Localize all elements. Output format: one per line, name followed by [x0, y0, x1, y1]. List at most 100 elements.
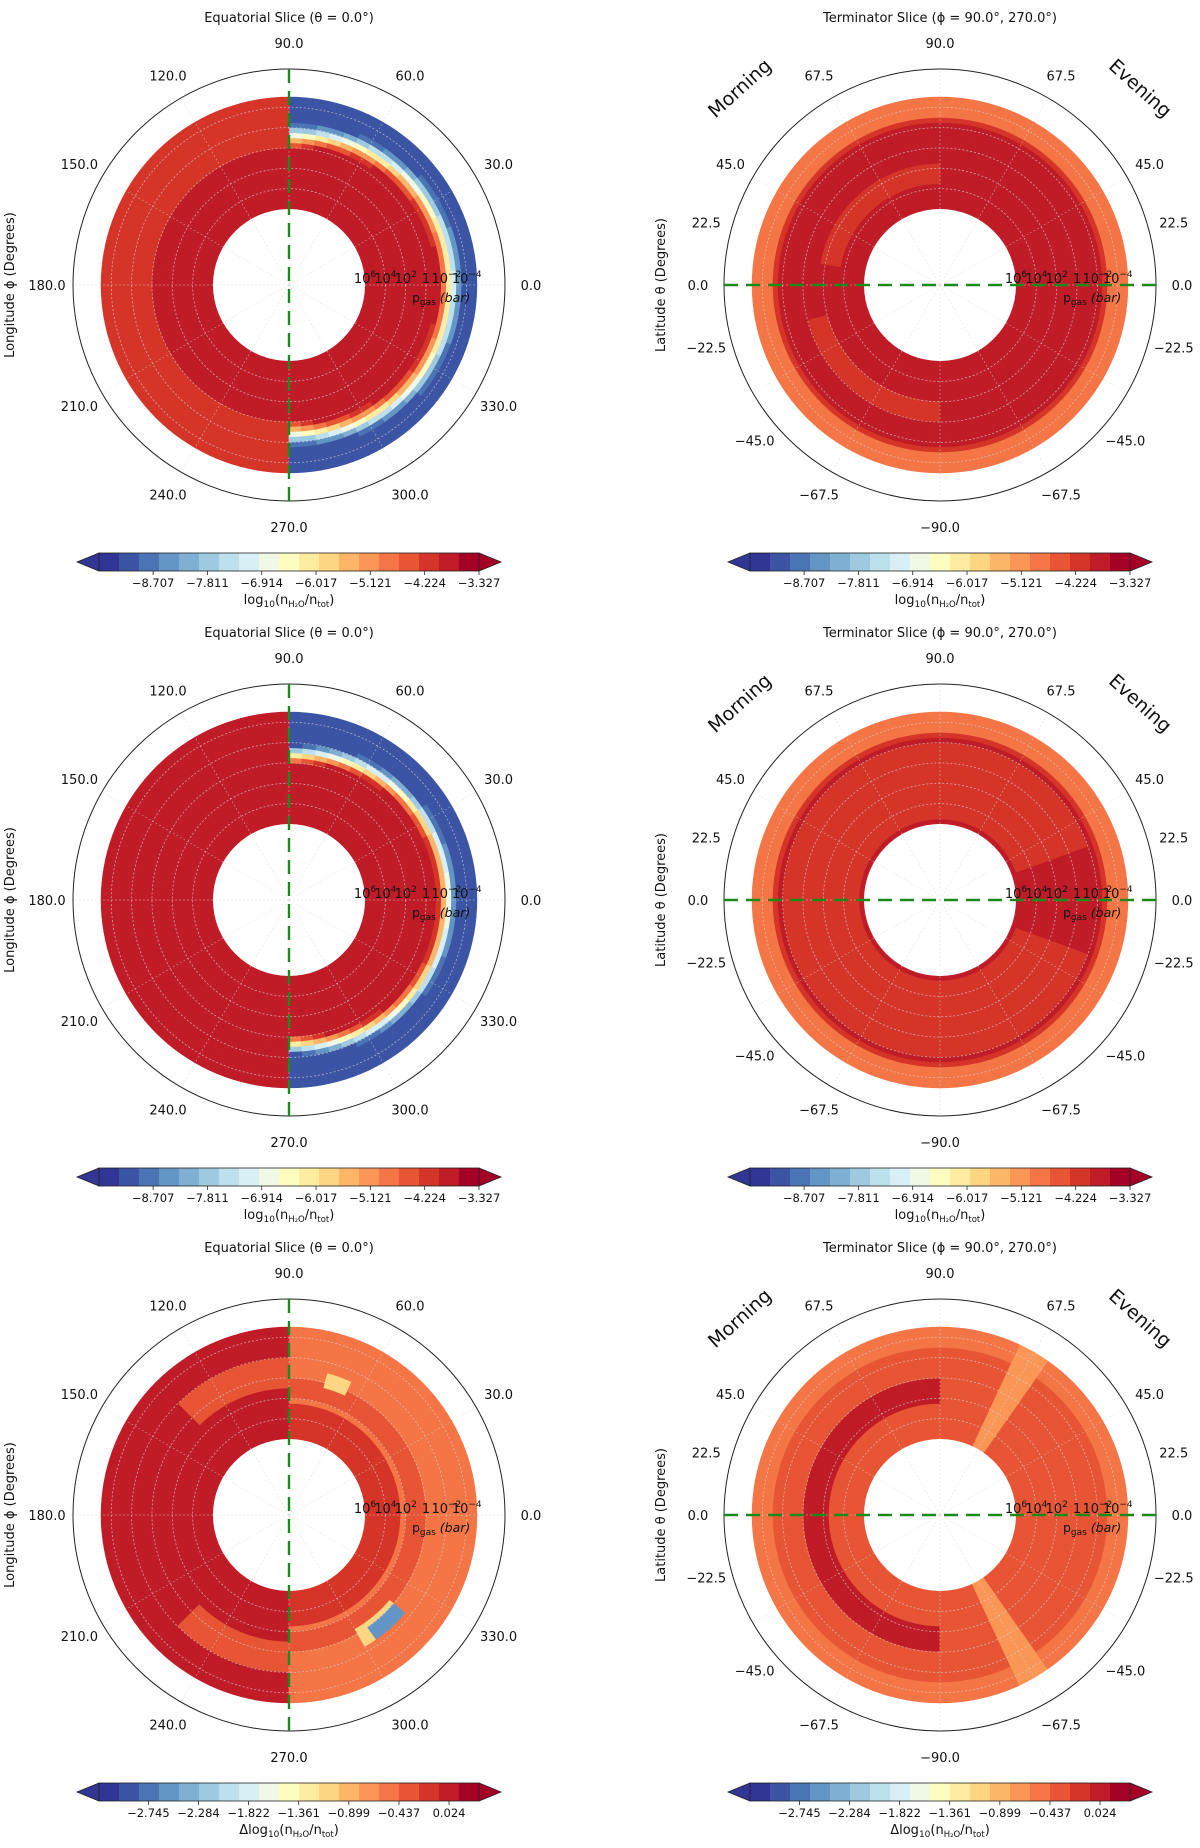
colorbar-extend-low	[75, 1167, 100, 1187]
contour-cell	[278, 173, 290, 180]
colorbar-swatch	[399, 1168, 420, 1186]
contour-cell	[202, 892, 209, 901]
colorbar-extend-high	[1129, 552, 1154, 572]
contour-cell	[288, 142, 302, 149]
angular-tick-label: 30.0	[484, 773, 513, 788]
colorbar-swatch	[1010, 553, 1031, 571]
contour-cell	[939, 390, 951, 397]
contour-cell	[939, 122, 955, 129]
contour-cell	[288, 193, 298, 200]
contour-cell	[272, 466, 290, 474]
colorbar-swatch	[830, 553, 851, 571]
angular-tick-label: 67.5	[1047, 69, 1076, 84]
contour-cell	[939, 385, 950, 392]
contour-cell	[275, 137, 290, 144]
colorbar-swatch	[950, 553, 971, 571]
contour-cell	[141, 284, 148, 299]
contour-cell	[925, 436, 941, 443]
contour-cell	[288, 117, 304, 124]
angular-tick-label: 150.0	[61, 773, 98, 788]
angular-tick-label: 150.0	[61, 158, 98, 173]
contour-cell	[131, 270, 138, 286]
contour-cell	[939, 203, 948, 210]
angular-axis-label: Longitude ϕ (Degrees)	[3, 827, 18, 973]
contour-cell	[202, 284, 209, 293]
contour-cell	[288, 96, 306, 104]
contour-cell	[288, 188, 298, 195]
contour-cell	[278, 1005, 290, 1012]
contour-cell	[121, 284, 128, 300]
angular-axis-label: Longitude ϕ (Degrees)	[3, 212, 18, 358]
contour-cell	[182, 890, 189, 901]
colorbar-tick-label: −4.224	[1054, 576, 1097, 590]
contour-cell	[274, 436, 290, 443]
contour-cell	[926, 431, 941, 438]
contour-cell	[288, 793, 299, 800]
contour-cell	[207, 277, 214, 286]
contour-cell	[939, 152, 952, 159]
angular-tick-label: 90.0	[926, 37, 955, 52]
contour-cell	[288, 405, 301, 413]
colorbar: −8.707 −7.811 −6.914 −6.017 −5.121 −4.224 −3.3…	[75, 1167, 503, 1225]
contour-cell	[288, 742, 304, 749]
colorbar-swatch	[299, 1168, 320, 1186]
contour-cell	[279, 380, 290, 387]
colorbar-swatch	[339, 1168, 360, 1186]
contour-cell	[939, 193, 949, 200]
colorbar-swatch	[419, 1168, 440, 1186]
contour-cell	[931, 375, 941, 382]
angular-tick-label: 180.0	[28, 279, 65, 294]
contour-cell	[288, 1066, 305, 1073]
contour-cell	[838, 275, 845, 286]
contour-cell	[288, 132, 303, 139]
contour-cell	[274, 122, 290, 129]
contour-cell	[288, 767, 301, 774]
contour-cell	[939, 431, 954, 438]
contour-cell	[931, 188, 941, 195]
contour-cell	[288, 1061, 304, 1068]
contour-cell	[928, 152, 941, 159]
contour-cell	[929, 167, 941, 175]
contour-cell	[932, 365, 941, 372]
contour-cell	[939, 157, 952, 165]
contour-cell	[274, 732, 290, 739]
contour-cell	[939, 426, 954, 433]
contour-cell	[767, 284, 774, 301]
colorbar-tick-label: −6.914	[240, 576, 283, 590]
angular-tick-label: 210.0	[61, 1015, 98, 1030]
colorbar-swatch	[770, 553, 791, 571]
contour-cell	[288, 416, 302, 423]
contour-cell	[272, 96, 290, 104]
contour-cell	[928, 405, 941, 413]
contour-cell	[151, 887, 158, 901]
angular-tick-label: 45.0	[1135, 158, 1164, 173]
contour-cell	[767, 269, 774, 286]
contour-cell	[278, 390, 290, 397]
angular-tick-label: 60.0	[396, 684, 425, 699]
contour-cell	[277, 157, 290, 165]
angular-tick-label: 0.0	[688, 279, 709, 294]
contour-cell	[928, 157, 941, 165]
contour-cell	[131, 899, 138, 915]
angular-tick-label: −67.5	[1041, 489, 1081, 504]
colorbar: −8.707 −7.811 −6.914 −6.017 −5.121 −4.224 −3.3…	[726, 552, 1154, 610]
contour-cell	[280, 990, 290, 997]
contour-cell	[288, 106, 305, 114]
contour-cell	[288, 1010, 300, 1018]
contour-cell	[280, 188, 290, 195]
contour-cell	[288, 446, 304, 453]
panel-p1: Equatorial Slice (θ = 0.0°)90.060.030.00…	[3, 11, 541, 610]
contour-cell	[926, 132, 941, 139]
contour-cell	[131, 885, 138, 901]
side-label-evening: Evening	[1104, 55, 1175, 122]
colorbar-swatch	[379, 1168, 400, 1186]
contour-cell	[182, 899, 189, 910]
contour-cell	[812, 273, 820, 286]
contour-cell	[288, 788, 300, 795]
contour-cell	[288, 122, 304, 129]
contour-cell	[288, 451, 305, 458]
contour-cell	[939, 446, 955, 453]
contour-cell	[197, 899, 204, 909]
angular-tick-label: 90.0	[275, 652, 304, 667]
colorbar-swatch	[119, 1168, 140, 1186]
